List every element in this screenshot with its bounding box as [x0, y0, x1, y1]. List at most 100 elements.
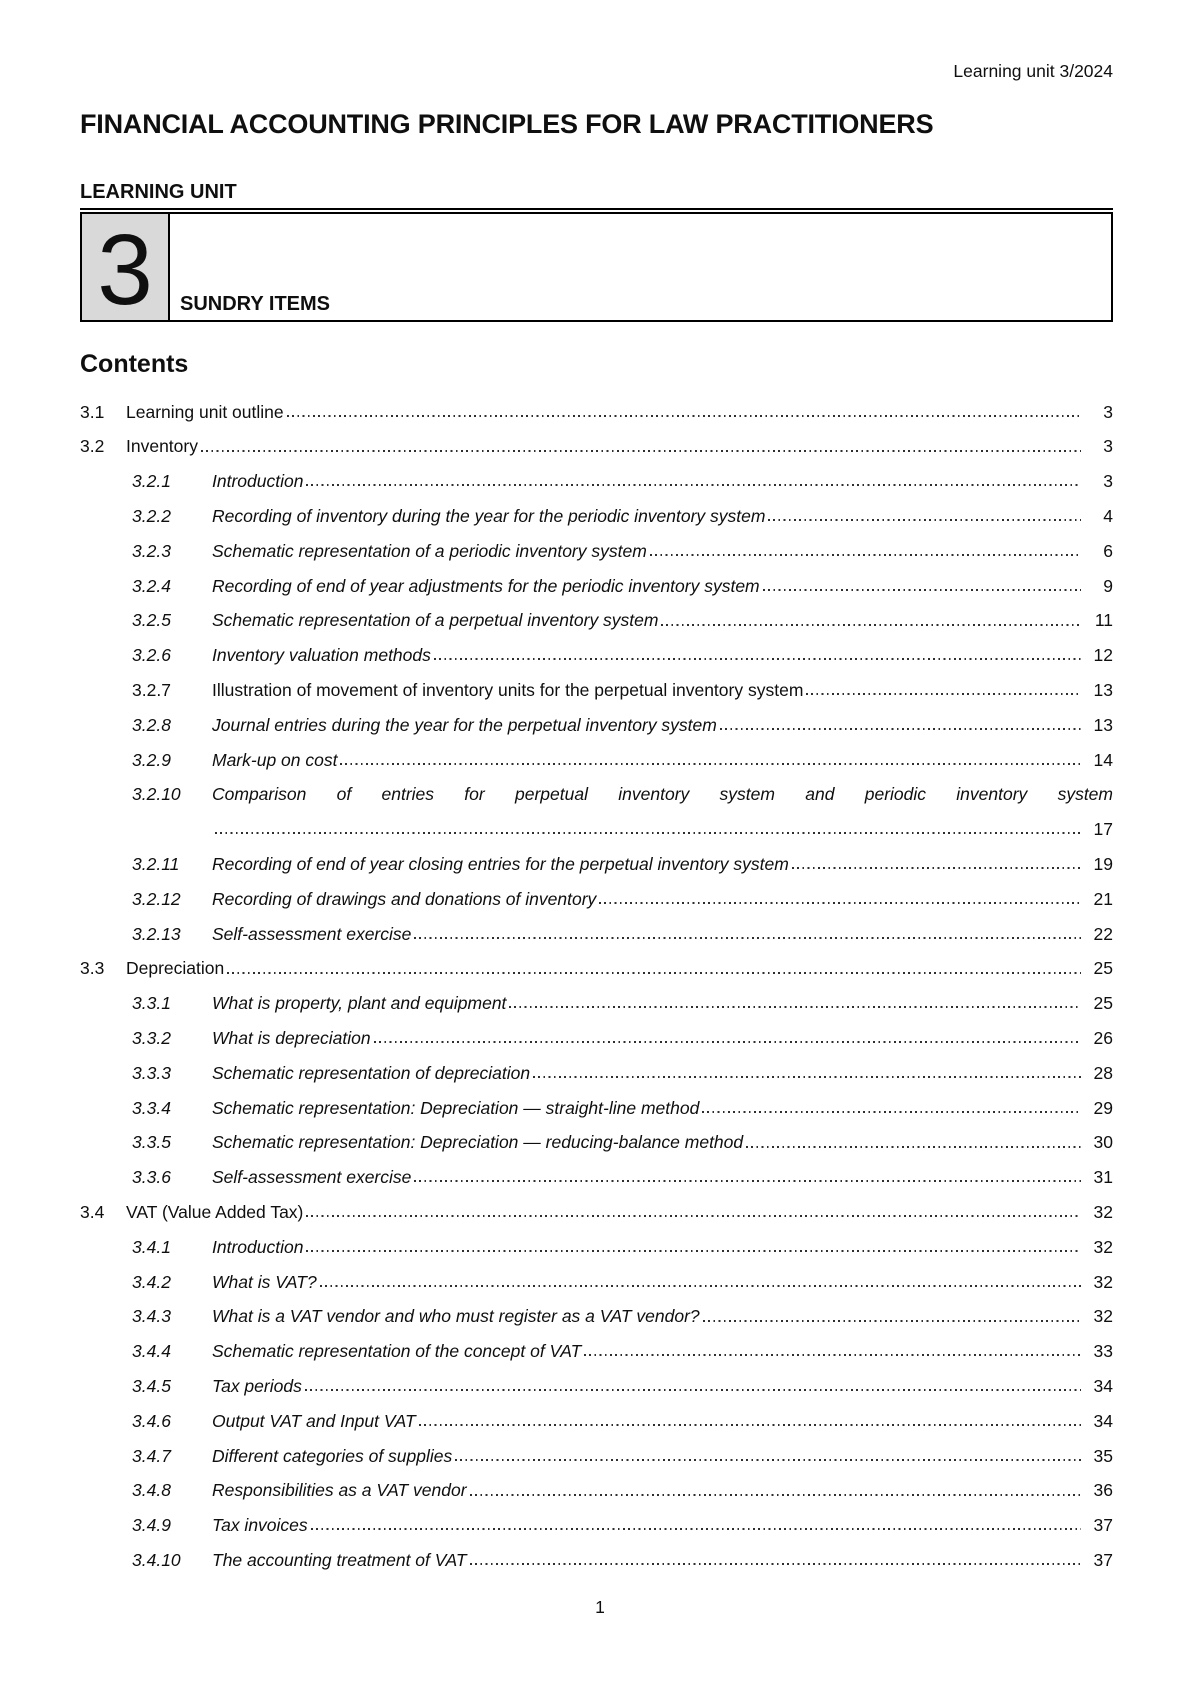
toc-entry[interactable]: 3.2.5 Schematic representation of a perpe… [80, 596, 1113, 631]
toc-entry-title: Introduction [212, 1236, 304, 1257]
toc-entry-title: Schematic representation: Depreciation —… [212, 1097, 700, 1118]
toc-entry[interactable]: 3.2.1 Introduction 3 [80, 457, 1113, 492]
toc-entry-page: 14 [1093, 749, 1113, 770]
toc-entry-number: 3.3.4 [132, 1097, 171, 1118]
toc-entry[interactable]: 3.2.3 Schematic representation of a perio… [80, 526, 1113, 561]
toc-entry-number: 3.3.6 [132, 1167, 171, 1188]
toc-entry-title: Recording of drawings and donations of i… [212, 888, 597, 909]
toc-entry[interactable]: 3.4.5 Tax periods 34 [80, 1361, 1113, 1396]
dot-leader [418, 1423, 1081, 1426]
toc-entry-title: Schematic representation of a periodic i… [212, 540, 647, 561]
toc-entry-number: 3.2.4 [132, 575, 171, 596]
toc-entry[interactable]: 3.2.9 Mark-up on cost 14 [80, 735, 1113, 770]
toc-entry-number: 3.1 [80, 401, 105, 422]
toc-entry[interactable]: 3.4.1 Introduction 32 [80, 1222, 1113, 1257]
toc-entry[interactable]: 3.2.7 Illustration of movement of invento… [80, 665, 1113, 700]
toc-entry[interactable]: 3.2.12 Recording of drawings and donation… [80, 874, 1113, 909]
toc-entry[interactable]: 3.4.6 Output VAT and Input VAT 34 [80, 1396, 1113, 1431]
toc-entry-number: 3.4.10 [132, 1549, 181, 1570]
dot-leader [433, 658, 1081, 661]
dot-leader [762, 588, 1081, 591]
toc-entry-page: 31 [1093, 1167, 1113, 1188]
dot-leader [533, 1075, 1081, 1078]
toc-entry-page: 32 [1093, 1306, 1113, 1327]
toc-entry-page: 11 [1094, 610, 1113, 631]
toc-entry[interactable]: 3.4.10 The accounting treatment of VAT 37 [80, 1535, 1113, 1570]
toc-entry-title: Responsibilities as a VAT vendor [212, 1480, 467, 1501]
dot-leader [469, 1493, 1081, 1496]
dot-leader [227, 971, 1081, 974]
toc-entry-page: 21 [1093, 888, 1113, 909]
toc-entry[interactable]: 3.2.10 Comparison of entries for perpetua… [80, 770, 1113, 805]
learning-unit-banner: 3 SUNDRY ITEMS [80, 212, 1113, 322]
toc-entry[interactable]: 3.3.4 Schematic representation: Depreciat… [80, 1083, 1113, 1118]
header-reference: Learning unit 3/2024 [953, 61, 1113, 81]
toc-entry[interactable]: 3.2.4 Recording of end of year adjustment… [80, 561, 1113, 596]
toc-entry-title: Tax periods [212, 1375, 302, 1396]
toc-entry[interactable]: 3.4.9 Tax invoices 37 [80, 1501, 1113, 1536]
dot-leader [584, 1354, 1081, 1357]
toc-entry-page: 22 [1093, 923, 1113, 944]
dot-leader [286, 414, 1081, 417]
dot-leader [215, 832, 1081, 835]
toc-entry-number: 3.4.6 [132, 1410, 171, 1431]
toc-entry-title: What is depreciation [212, 1028, 371, 1049]
toc-entry[interactable]: 3.4.7 Different categories of supplies 35 [80, 1431, 1113, 1466]
toc-entry-number: 3.4 [80, 1202, 105, 1222]
toc-entry-number: 3.2.11 [132, 854, 180, 875]
unit-number-cell: 3 [82, 214, 170, 320]
toc-entry-number: 3.2.5 [132, 610, 171, 631]
toc-entry-page: 37 [1093, 1515, 1113, 1536]
toc-entry-page: 13 [1093, 680, 1113, 701]
toc-entry-page: 32 [1093, 1202, 1113, 1222]
toc-entry[interactable]: 3.3.2 What is depreciation 26 [80, 1013, 1113, 1048]
dot-leader [649, 553, 1081, 556]
toc-entry[interactable]: 3.3.6 Self-assessment exercise 31 [80, 1153, 1113, 1188]
toc-entry[interactable]: 3.3.1 What is property, plant and equipme… [80, 979, 1113, 1014]
toc-entry[interactable]: 3.3 Depreciation 25 [80, 944, 1113, 979]
toc-entry[interactable]: 3.3.3 Schematic representation of depreci… [80, 1048, 1113, 1083]
toc-entry[interactable]: 3.4.2 What is VAT? 32 [80, 1257, 1113, 1292]
toc-entry-page: 36 [1093, 1480, 1113, 1501]
dot-leader [791, 867, 1081, 870]
toc-entry-page: 30 [1093, 1132, 1113, 1153]
toc-entry-page: 33 [1093, 1341, 1113, 1362]
toc-entry-title: Tax invoices [212, 1515, 308, 1536]
toc-entry-number: 3.2.2 [132, 506, 171, 527]
toc-entry-number: 3.4.5 [132, 1375, 171, 1396]
toc-entry[interactable]: 3.2.6 Inventory valuation methods 12 [80, 631, 1113, 666]
toc-entry-page: 32 [1093, 1271, 1113, 1292]
dot-leader [306, 1215, 1081, 1218]
toc-entry-page: 3 [1103, 401, 1113, 422]
toc-entry-page: 32 [1093, 1236, 1113, 1257]
dot-leader [304, 1389, 1081, 1392]
dot-leader [373, 1041, 1081, 1044]
toc-entry[interactable]: 3.4 VAT (Value Added Tax) 32 [80, 1187, 1113, 1222]
toc-entry-title: Schematic representation of depreciation [212, 1062, 531, 1083]
toc-entry-page: 12 [1093, 645, 1113, 666]
toc-entry[interactable]: 3.2.11 Recording of end of year closing e… [80, 839, 1113, 874]
toc-entry[interactable]: 3.2.13 Self-assessment exercise 22 [80, 909, 1113, 944]
toc-entry[interactable]: 3.3.5 Schematic representation: Depreciat… [80, 1118, 1113, 1153]
toc-entry-page: 34 [1093, 1410, 1113, 1431]
toc-entry-title: Comparison of entries for perpetual inve… [212, 784, 1113, 805]
toc-entry-number: 3.4.8 [132, 1480, 171, 1501]
toc-entry[interactable]: 3.4.8 Responsibilities as a VAT vendor 36 [80, 1466, 1113, 1501]
toc-entry-continued[interactable]: 17 [80, 805, 1113, 840]
toc-entry[interactable]: 3.1 Learning unit outline 3 [80, 387, 1113, 422]
toc-entry-number: 3.2.9 [132, 749, 171, 770]
toc-entry[interactable]: 3.4.3 What is a VAT vendor and who must r… [80, 1292, 1113, 1327]
toc-entry-number: 3.3.2 [132, 1028, 171, 1049]
toc-entry-title: Depreciation [126, 958, 225, 979]
toc-entry[interactable]: 3.2 Inventory 3 [80, 422, 1113, 457]
toc-entry-page: 19 [1093, 854, 1113, 875]
toc-entry-number: 3.2.10 [132, 784, 181, 805]
toc-entry[interactable]: 3.2.2 Recording of inventory during the y… [80, 491, 1113, 526]
toc-entry-number: 3.4.1 [132, 1236, 171, 1257]
toc-entry[interactable]: 3.2.8 Journal entries during the year for… [80, 700, 1113, 735]
toc-entry-page: 25 [1093, 958, 1113, 979]
toc-entry[interactable]: 3.4.4 Schematic representation of the con… [80, 1327, 1113, 1362]
toc-entry-page: 4 [1103, 506, 1113, 527]
toc-entry-number: 3.2.3 [132, 540, 171, 561]
toc-entry-number: 3.2.1 [132, 471, 171, 492]
